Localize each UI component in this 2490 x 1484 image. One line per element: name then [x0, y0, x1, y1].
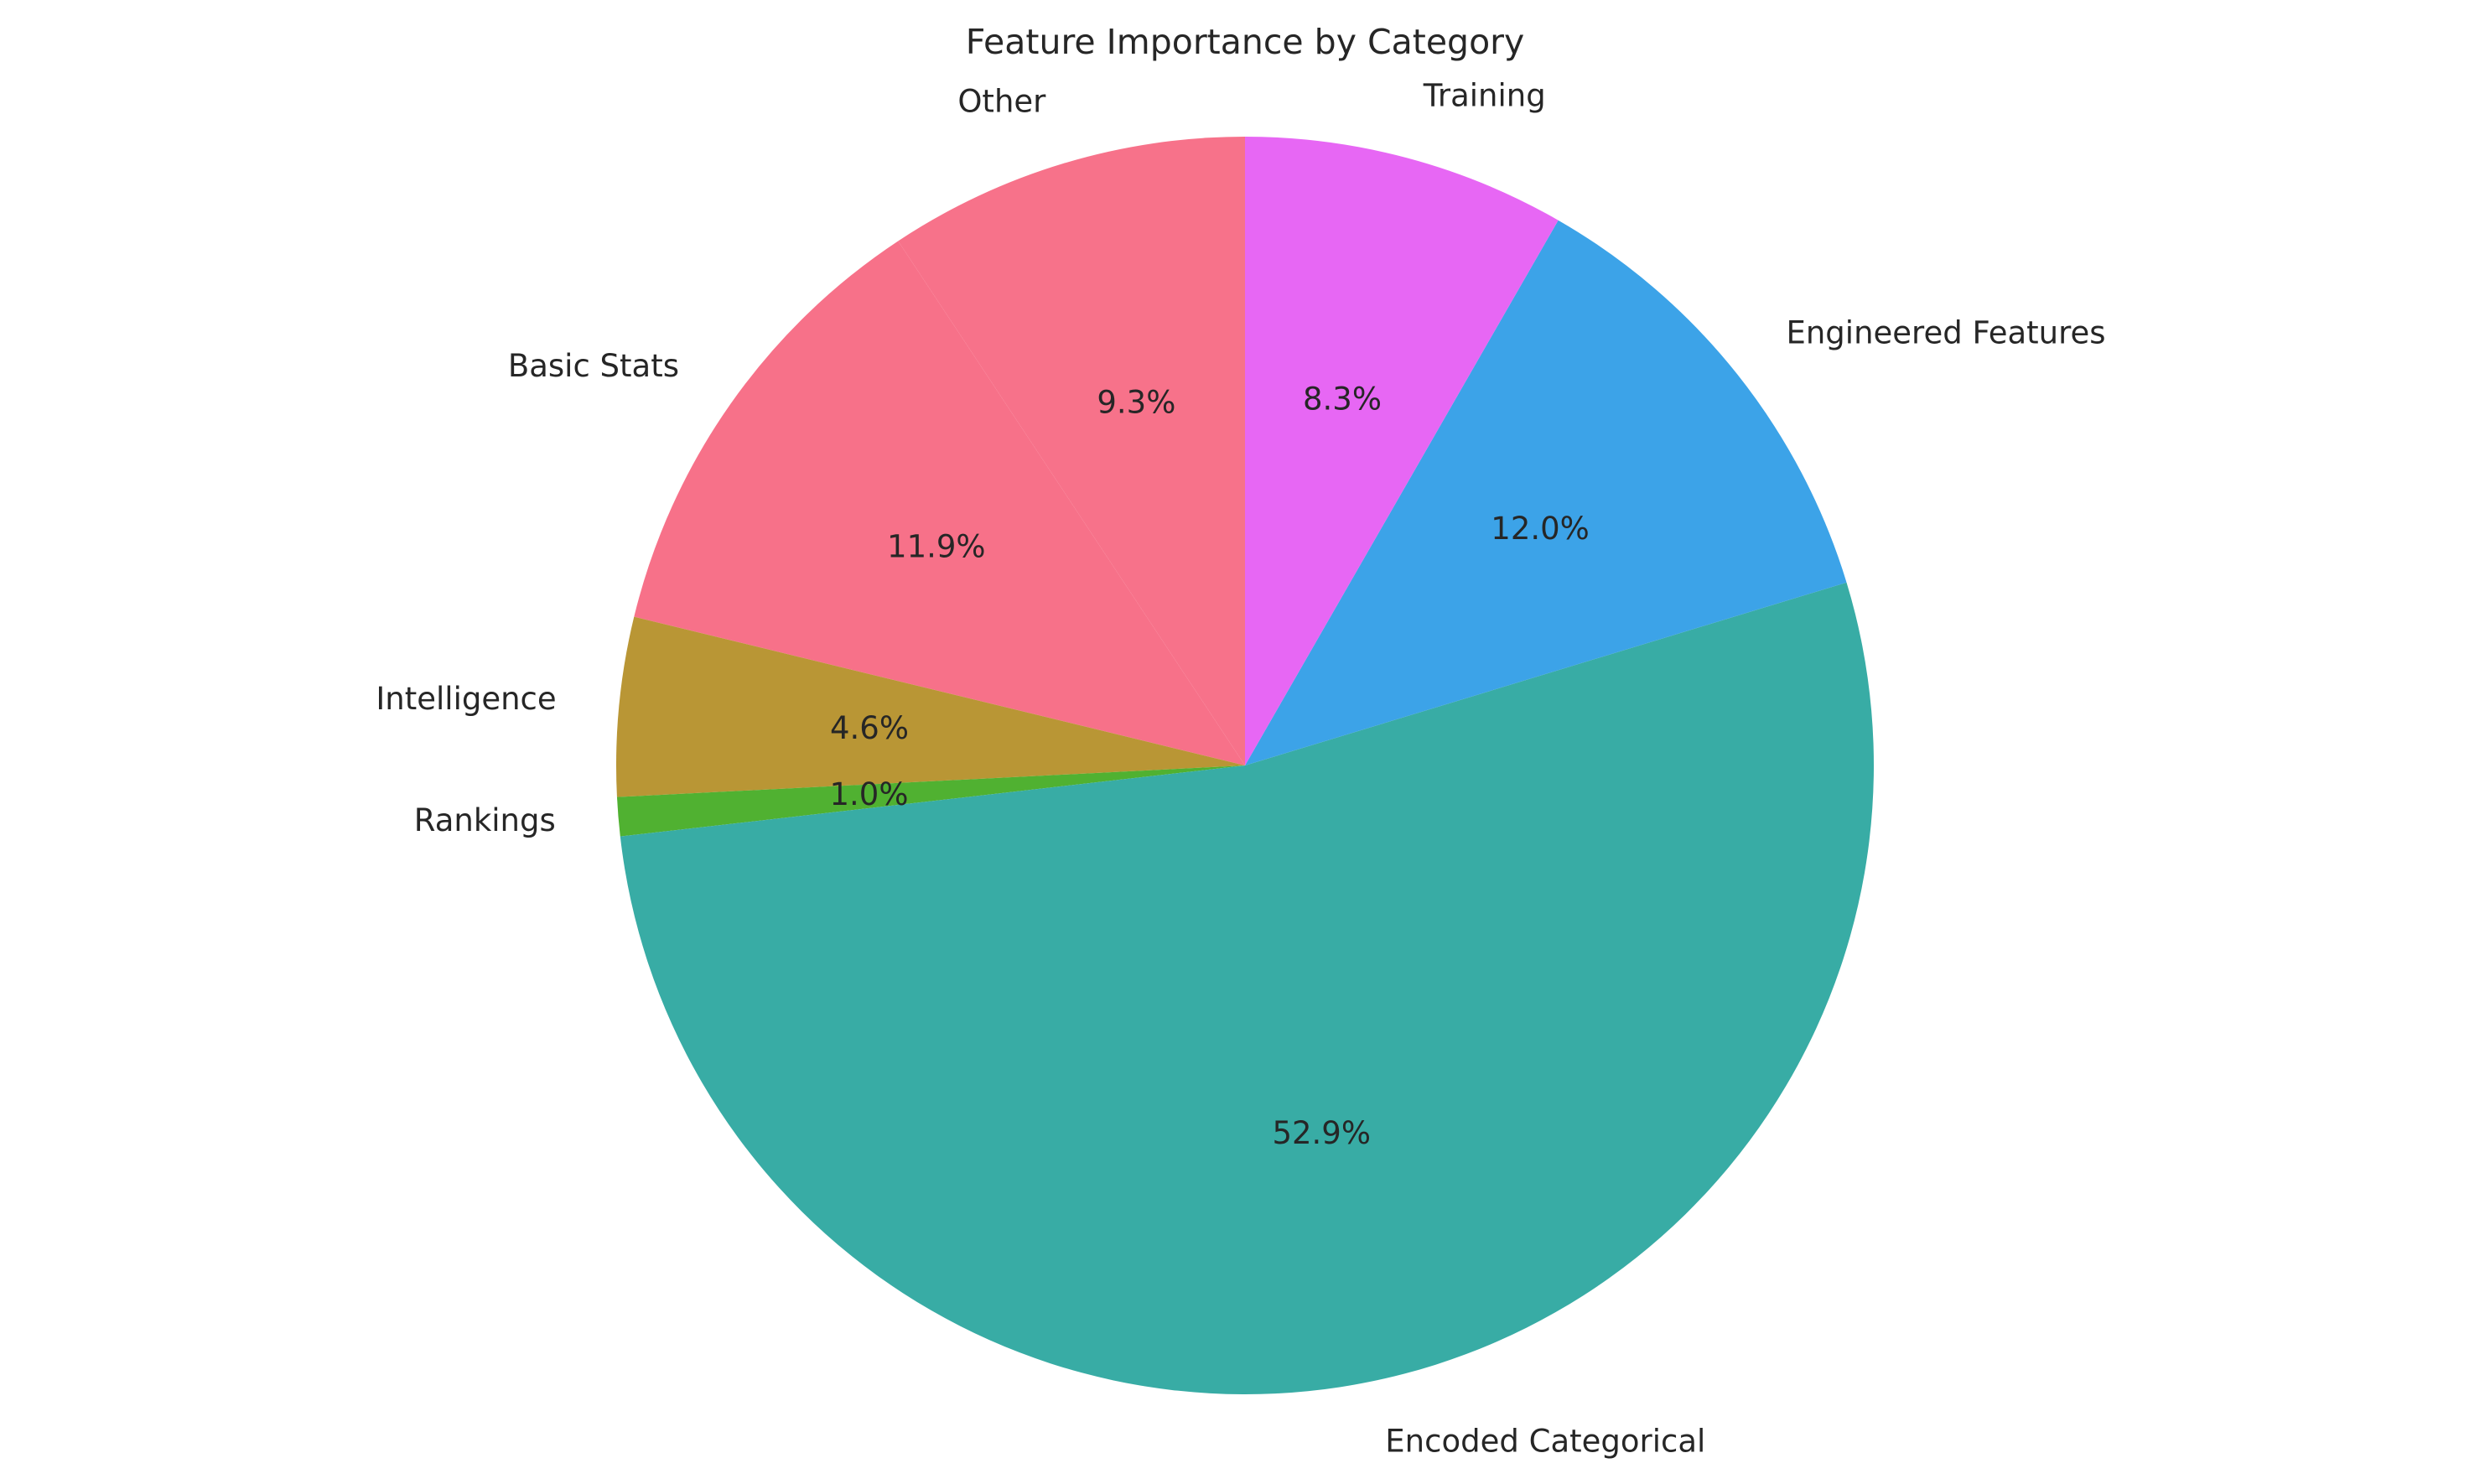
slice-label-rankings: Rankings — [414, 802, 556, 838]
slice-label-training: Training — [1423, 77, 1546, 113]
percent-label-other: 9.3% — [1097, 385, 1175, 421]
pie-slices — [615, 137, 1875, 1395]
percent-label-rankings: 1.0% — [830, 776, 909, 812]
percent-label-training: 8.3% — [1303, 381, 1382, 418]
slice-labels: Other Basic Stats Intelligence Rankings Enco… — [376, 77, 2105, 1459]
percent-label-engineered-features: 12.0% — [1491, 511, 1590, 547]
pie-slice-other — [898, 137, 1245, 765]
percent-labels: 9.3% 11.9% 4.6% 1.0% 52.9% 12.0% 8.3% — [830, 381, 1590, 1151]
percent-label-basic-stats: 11.9% — [887, 529, 986, 565]
slice-label-encoded-categorical: Encoded Categorical — [1385, 1423, 1705, 1459]
slice-label-other: Other — [957, 83, 1046, 119]
slice-label-intelligence: Intelligence — [376, 681, 556, 717]
pie-slice-training — [1245, 137, 1559, 765]
pie-slice-intelligence — [615, 616, 1245, 797]
pie-slice-basic-stats — [634, 241, 1245, 765]
percent-label-encoded-categorical: 52.9% — [1272, 1115, 1371, 1151]
slice-label-basic-stats: Basic Stats — [508, 348, 679, 384]
pie-slice-encoded-categorical — [620, 582, 1875, 1395]
pie-slice-rankings — [616, 765, 1245, 837]
percent-label-intelligence: 4.6% — [830, 710, 909, 746]
chart-title: Feature Importance by Category — [966, 22, 1525, 62]
slice-label-engineered-features: Engineered Features — [1786, 315, 2105, 351]
pie-slice-engineered-features — [1245, 220, 1847, 765]
